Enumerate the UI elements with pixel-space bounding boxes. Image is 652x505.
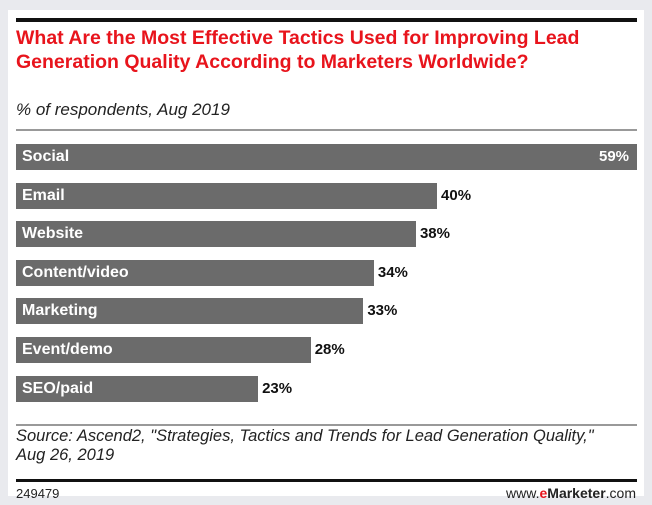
value-label: 38% xyxy=(419,225,450,243)
chart-card xyxy=(8,10,644,496)
bar xyxy=(16,298,364,325)
value-label: 33% xyxy=(367,302,398,320)
source-note: Source: Ascend2, "Strategies, Tactics an… xyxy=(16,427,594,464)
bottom-rule xyxy=(16,479,637,482)
bar xyxy=(16,259,374,286)
bar-label: Marketing technology/CRM xyxy=(22,302,148,345)
chart-title: What Are the Most Effective Tactics Used… xyxy=(16,27,580,73)
bar xyxy=(16,337,311,363)
value-label: 28% xyxy=(314,341,345,358)
value-label: 23% xyxy=(262,379,293,397)
bar-label: Content/video marketing xyxy=(22,263,129,307)
bar xyxy=(16,144,637,170)
value-label: 34% xyxy=(377,263,408,281)
bar-label: Website personalization xyxy=(22,225,139,268)
bar xyxy=(16,375,259,402)
brand-link[interactable]: www.eMarketer.com xyxy=(506,485,636,501)
bar xyxy=(16,182,438,209)
chart-subtitle: % of respondents, Aug 2019 xyxy=(16,100,230,119)
brand-suffix: .com xyxy=(605,485,636,501)
value-label: 59% xyxy=(599,148,630,165)
bar-label: SEO/paid search xyxy=(22,379,94,423)
brand-prefix: www. xyxy=(506,485,540,501)
chart-id: 249479 xyxy=(16,486,60,501)
bar xyxy=(16,221,416,248)
brand-name: Marketer xyxy=(547,485,606,501)
header-rule xyxy=(16,129,637,131)
bar-label: Social media marketing xyxy=(22,148,98,217)
bar-label: Event/demo registrations xyxy=(22,341,119,384)
bar-label: Email marketing xyxy=(22,186,98,230)
value-label: 40% xyxy=(441,186,472,204)
brand-e: e xyxy=(539,485,548,501)
footer-rule xyxy=(16,424,637,426)
top-rule xyxy=(16,18,637,22)
